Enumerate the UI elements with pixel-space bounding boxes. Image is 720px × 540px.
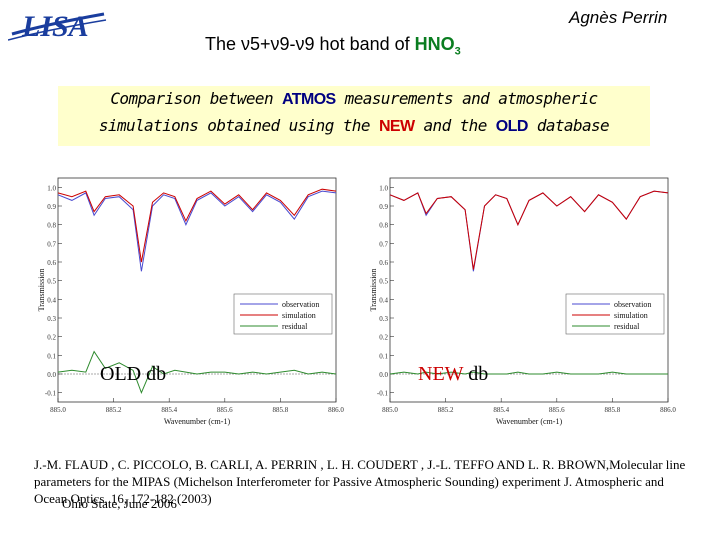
banner-atmos: ATMOS: [282, 91, 336, 108]
title-prefix: The ν5+ν9-ν9 hot band of: [205, 34, 410, 54]
series-line-residual: [389, 371, 668, 375]
legend-entry: residual: [614, 322, 640, 331]
series-line-observation: [57, 190, 337, 272]
reference-citation: J.-M. FLAUD , C. PICCOLO, B. CARLI, A. P…: [34, 456, 694, 507]
lisa-logo: LISA: [8, 10, 107, 43]
x-tick-label: 885.0: [382, 406, 398, 414]
y-tick-label: 0.7: [47, 240, 56, 248]
old-db-label: OLD db: [100, 363, 167, 385]
y-tick-label: 0.3: [379, 315, 388, 323]
x-tick-label: 885.8: [273, 406, 289, 414]
author-name: Agnès Perrin: [569, 8, 668, 27]
new-db-spectrum-chart: -0.1 0.0 0.1 0.2 0.3 0.4 0.5 0.6 0.7 0.8 0.9 1.0 885…: [368, 170, 678, 428]
x-tick-label: 886.0: [660, 406, 676, 414]
comparison-banner: Comparison between ATMOS measurements an…: [58, 86, 650, 146]
y-tick-label: 0.2: [47, 334, 56, 342]
y-axis-label: Transmission: [37, 269, 46, 312]
y-tick-label: 0.0: [379, 371, 388, 379]
y-tick-label: 0.1: [47, 352, 56, 360]
y-tick-label: 0.7: [379, 240, 388, 248]
y-tick-label: 0.5: [47, 278, 56, 286]
y-tick-label: 0.1: [379, 352, 388, 360]
x-axis-label: Wavenumber (cm-1): [164, 417, 231, 426]
legend-entry: simulation: [614, 311, 648, 320]
legend-entry: simulation: [282, 311, 316, 320]
x-axis-label: Wavenumber (cm-1): [496, 417, 563, 426]
legend-box: [233, 293, 333, 335]
legend-entry: observation: [282, 300, 319, 309]
y-tick-label: 0.8: [379, 222, 388, 230]
citation-text: J.-M. FLAUD , C. PICCOLO, B. CARLI, A. P…: [34, 457, 686, 506]
y-tick-label: -0.1: [377, 390, 389, 398]
title-molecule: HNO3: [414, 34, 461, 58]
banner-line-1: Comparison between ATMOS measurements an…: [110, 89, 598, 108]
y-tick-label: 0.0: [47, 371, 56, 379]
y-axis-label: Transmission: [369, 269, 378, 312]
series-line-simulation: [57, 188, 337, 263]
x-tick-label: 885.0: [50, 406, 66, 414]
y-tick-label: 0.9: [379, 203, 388, 211]
y-tick-label: 0.8: [47, 222, 56, 230]
plot-frame: [57, 177, 337, 403]
banner-old: OLD: [495, 118, 529, 135]
y-tick-label: -0.1: [45, 390, 57, 398]
x-tick-label: 885.8: [605, 406, 621, 414]
y-tick-label: 0.5: [379, 278, 388, 286]
y-tick-label: 0.3: [47, 315, 56, 323]
y-tick-label: 0.4: [47, 296, 56, 304]
y-tick-label: 0.2: [379, 334, 388, 342]
logo-text: LISA: [21, 10, 89, 43]
legend-entry: residual: [282, 322, 308, 331]
x-tick-label: 885.4: [493, 406, 509, 414]
x-tick-label: 885.2: [106, 406, 122, 414]
x-tick-label: 885.6: [217, 406, 233, 414]
legend-box: [565, 293, 665, 335]
y-tick-label: 1.0: [379, 184, 388, 192]
x-tick-label: 886.0: [328, 406, 344, 414]
new-db-label: NEW db: [418, 363, 489, 385]
slide-title: The ν5+ν9-ν9 hot band of HNO3: [205, 34, 461, 58]
series-line-simulation: [389, 190, 669, 270]
y-tick-label: 0.6: [47, 259, 56, 267]
old-db-spectrum-chart: -0.1 0.0 0.1 0.2 0.3 0.4 0.5 0.6 0.7 0.8 0.9 1.0 885…: [36, 170, 346, 428]
plot-frame: [389, 177, 669, 403]
banner-new: NEW: [378, 118, 415, 135]
x-tick-label: 885.6: [549, 406, 565, 414]
x-tick-label: 885.2: [438, 406, 454, 414]
y-tick-label: 0.6: [379, 259, 388, 267]
y-tick-label: 1.0: [47, 184, 56, 192]
y-tick-label: 0.9: [47, 203, 56, 211]
legend-entry: observation: [614, 300, 651, 309]
footer-location: Ohio State, June 2006: [62, 496, 177, 511]
series-line-residual: [57, 350, 337, 395]
y-tick-label: 0.4: [379, 296, 388, 304]
banner-line-2: simulations obtained using the NEW and t…: [98, 116, 610, 135]
x-tick-label: 885.4: [161, 406, 177, 414]
